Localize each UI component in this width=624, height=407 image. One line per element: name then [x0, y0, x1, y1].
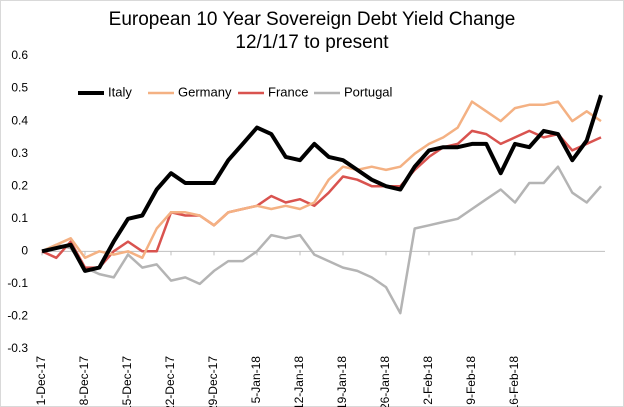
y-tick-label: -0.2 [7, 309, 28, 323]
x-tick-label: 5-Jan-18 [249, 356, 263, 404]
x-tick-label: 15-Dec-17 [120, 356, 134, 407]
x-tick-label: 12-Jan-18 [292, 356, 306, 407]
x-tick-label: 2-Feb-18 [421, 356, 435, 405]
y-tick-label: 0.1 [11, 211, 28, 225]
y-tick-label: -0.1 [7, 276, 28, 290]
y-tick-label: 0.3 [11, 146, 28, 160]
series-line [41, 94, 603, 273]
chart-subtitle: 12/1/17 to present [235, 32, 389, 53]
legend-label: Italy [108, 84, 132, 99]
x-tick-label: 16-Feb-18 [507, 356, 521, 407]
x-tick-label: 9-Feb-18 [464, 356, 478, 405]
series-line [41, 100, 602, 260]
y-tick-label: 0.4 [11, 113, 28, 127]
x-tick-label: 26-Jan-18 [378, 356, 392, 407]
series-line [41, 165, 602, 315]
x-tick-label: 1-Dec-17 [34, 356, 48, 406]
x-tick-label: 22-Dec-17 [163, 356, 177, 407]
y-tick-label: 0.2 [11, 178, 28, 192]
y-tick-label: 0.6 [11, 48, 28, 62]
x-tick-label: 29-Dec-17 [206, 356, 220, 407]
y-tick-label: 0 [21, 244, 28, 258]
y-tick-label: 0.5 [11, 81, 28, 95]
legend-label: Portugal [344, 84, 393, 99]
legend-label: France [268, 84, 308, 99]
x-tick-label: 19-Jan-18 [335, 356, 349, 407]
y-tick-label: -0.3 [7, 341, 28, 355]
series-line [41, 129, 602, 269]
legend-label: Germany [178, 84, 232, 99]
x-tick-label: 8-Dec-17 [77, 356, 91, 406]
chart-title: European 10 Year Sovereign Debt Yield Ch… [109, 9, 516, 30]
